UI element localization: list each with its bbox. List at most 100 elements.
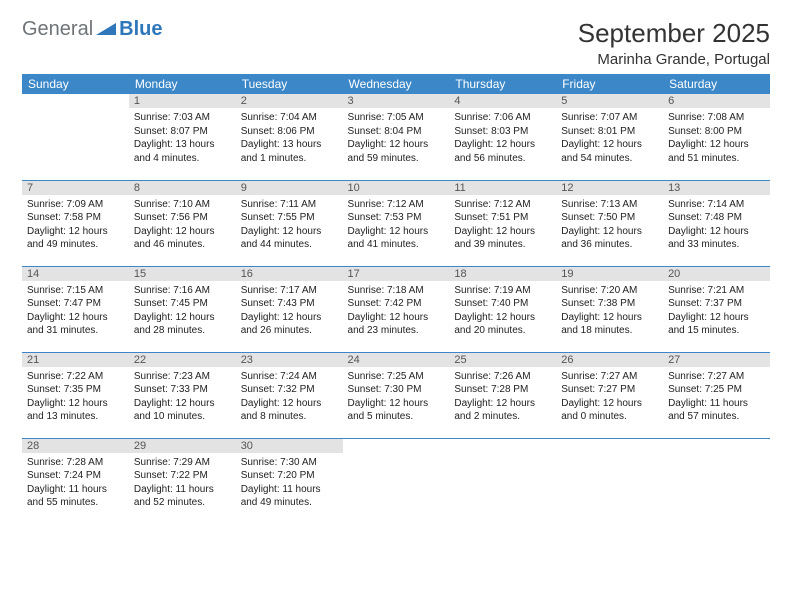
sunrise-text: Sunrise: 7:04 AM [241,111,338,125]
sunset-text: Sunset: 7:53 PM [348,211,445,225]
sunset-text: Sunset: 7:56 PM [134,211,231,225]
location-label: Marinha Grande, Portugal [578,51,770,68]
day-content: Sunrise: 7:12 AMSunset: 7:53 PMDaylight:… [343,195,450,255]
day-content: Sunrise: 7:27 AMSunset: 7:27 PMDaylight:… [556,367,663,427]
day-number: 28 [22,439,129,453]
sunset-text: Sunset: 7:47 PM [27,297,124,311]
daylight-text: Daylight: 12 hours and 20 minutes. [454,311,551,338]
sunrise-text: Sunrise: 7:17 AM [241,284,338,298]
sunset-text: Sunset: 7:55 PM [241,211,338,225]
day-content: Sunrise: 7:19 AMSunset: 7:40 PMDaylight:… [449,281,556,341]
day-number: 22 [129,353,236,367]
day-number: 4 [449,94,556,108]
sunrise-text: Sunrise: 7:22 AM [27,370,124,384]
day-number: 15 [129,267,236,281]
calendar-day-cell: 14Sunrise: 7:15 AMSunset: 7:47 PMDayligh… [22,266,129,352]
daylight-text: Daylight: 11 hours and 57 minutes. [668,397,765,424]
sunrise-text: Sunrise: 7:14 AM [668,198,765,212]
sunrise-text: Sunrise: 7:12 AM [348,198,445,212]
calendar-day-cell: . [449,438,556,524]
calendar-week-row: 21Sunrise: 7:22 AMSunset: 7:35 PMDayligh… [22,352,770,438]
day-number: 14 [22,267,129,281]
sunset-text: Sunset: 7:43 PM [241,297,338,311]
weekday-header: Thursday [449,74,556,94]
sunset-text: Sunset: 7:27 PM [561,383,658,397]
day-number: 19 [556,267,663,281]
day-content: Sunrise: 7:04 AMSunset: 8:06 PMDaylight:… [236,108,343,168]
calendar-day-cell: . [22,94,129,180]
daylight-text: Daylight: 12 hours and 18 minutes. [561,311,658,338]
daylight-text: Daylight: 13 hours and 1 minutes. [241,138,338,165]
sunrise-text: Sunrise: 7:29 AM [134,456,231,470]
day-number: 12 [556,181,663,195]
calendar-day-cell: 16Sunrise: 7:17 AMSunset: 7:43 PMDayligh… [236,266,343,352]
calendar-day-cell: 7Sunrise: 7:09 AMSunset: 7:58 PMDaylight… [22,180,129,266]
sunset-text: Sunset: 7:38 PM [561,297,658,311]
daylight-text: Daylight: 12 hours and 0 minutes. [561,397,658,424]
daylight-text: Daylight: 12 hours and 33 minutes. [668,225,765,252]
sunset-text: Sunset: 7:33 PM [134,383,231,397]
day-content: Sunrise: 7:12 AMSunset: 7:51 PMDaylight:… [449,195,556,255]
sunset-text: Sunset: 8:01 PM [561,125,658,139]
calendar-day-cell: 24Sunrise: 7:25 AMSunset: 7:30 PMDayligh… [343,352,450,438]
sunset-text: Sunset: 8:04 PM [348,125,445,139]
daylight-text: Daylight: 12 hours and 54 minutes. [561,138,658,165]
day-content: Sunrise: 7:26 AMSunset: 7:28 PMDaylight:… [449,367,556,427]
day-content: Sunrise: 7:17 AMSunset: 7:43 PMDaylight:… [236,281,343,341]
daylight-text: Daylight: 12 hours and 46 minutes. [134,225,231,252]
logo-text-general: General [22,18,93,41]
calendar-table: SundayMondayTuesdayWednesdayThursdayFrid… [22,74,770,524]
day-content: Sunrise: 7:09 AMSunset: 7:58 PMDaylight:… [22,195,129,255]
sunset-text: Sunset: 7:25 PM [668,383,765,397]
daylight-text: Daylight: 12 hours and 59 minutes. [348,138,445,165]
calendar-day-cell: 10Sunrise: 7:12 AMSunset: 7:53 PMDayligh… [343,180,450,266]
logo: General Blue [22,18,163,41]
day-content: Sunrise: 7:20 AMSunset: 7:38 PMDaylight:… [556,281,663,341]
day-number: 13 [663,181,770,195]
calendar-week-row: .1Sunrise: 7:03 AMSunset: 8:07 PMDayligh… [22,94,770,180]
day-number: 11 [449,181,556,195]
daylight-text: Daylight: 12 hours and 15 minutes. [668,311,765,338]
daylight-text: Daylight: 13 hours and 4 minutes. [134,138,231,165]
sunrise-text: Sunrise: 7:20 AM [561,284,658,298]
sunrise-text: Sunrise: 7:26 AM [454,370,551,384]
sunrise-text: Sunrise: 7:03 AM [134,111,231,125]
daylight-text: Daylight: 12 hours and 41 minutes. [348,225,445,252]
sunset-text: Sunset: 7:28 PM [454,383,551,397]
day-number: 21 [22,353,129,367]
day-content: Sunrise: 7:28 AMSunset: 7:24 PMDaylight:… [22,453,129,513]
sunrise-text: Sunrise: 7:13 AM [561,198,658,212]
day-content: Sunrise: 7:10 AMSunset: 7:56 PMDaylight:… [129,195,236,255]
sunrise-text: Sunrise: 7:15 AM [27,284,124,298]
sunrise-text: Sunrise: 7:25 AM [348,370,445,384]
sunrise-text: Sunrise: 7:11 AM [241,198,338,212]
calendar-day-cell: 20Sunrise: 7:21 AMSunset: 7:37 PMDayligh… [663,266,770,352]
day-number: 7 [22,181,129,195]
day-content: Sunrise: 7:25 AMSunset: 7:30 PMDaylight:… [343,367,450,427]
calendar-week-row: 14Sunrise: 7:15 AMSunset: 7:47 PMDayligh… [22,266,770,352]
day-content: Sunrise: 7:22 AMSunset: 7:35 PMDaylight:… [22,367,129,427]
calendar-day-cell: 2Sunrise: 7:04 AMSunset: 8:06 PMDaylight… [236,94,343,180]
sunrise-text: Sunrise: 7:06 AM [454,111,551,125]
sunset-text: Sunset: 7:42 PM [348,297,445,311]
day-content: Sunrise: 7:24 AMSunset: 7:32 PMDaylight:… [236,367,343,427]
day-number: 8 [129,181,236,195]
title-block: September 2025 Marinha Grande, Portugal [578,18,770,68]
calendar-day-cell: 5Sunrise: 7:07 AMSunset: 8:01 PMDaylight… [556,94,663,180]
calendar-day-cell: 29Sunrise: 7:29 AMSunset: 7:22 PMDayligh… [129,438,236,524]
day-content: Sunrise: 7:27 AMSunset: 7:25 PMDaylight:… [663,367,770,427]
sunset-text: Sunset: 8:07 PM [134,125,231,139]
sunrise-text: Sunrise: 7:23 AM [134,370,231,384]
calendar-day-cell: 28Sunrise: 7:28 AMSunset: 7:24 PMDayligh… [22,438,129,524]
calendar-day-cell: 1Sunrise: 7:03 AMSunset: 8:07 PMDaylight… [129,94,236,180]
daylight-text: Daylight: 12 hours and 5 minutes. [348,397,445,424]
calendar-day-cell: 25Sunrise: 7:26 AMSunset: 7:28 PMDayligh… [449,352,556,438]
day-number: 2 [236,94,343,108]
daylight-text: Daylight: 12 hours and 49 minutes. [27,225,124,252]
sunset-text: Sunset: 7:37 PM [668,297,765,311]
sunrise-text: Sunrise: 7:28 AM [27,456,124,470]
calendar-day-cell: 11Sunrise: 7:12 AMSunset: 7:51 PMDayligh… [449,180,556,266]
day-content: Sunrise: 7:15 AMSunset: 7:47 PMDaylight:… [22,281,129,341]
sunset-text: Sunset: 7:30 PM [348,383,445,397]
calendar-day-cell: 19Sunrise: 7:20 AMSunset: 7:38 PMDayligh… [556,266,663,352]
